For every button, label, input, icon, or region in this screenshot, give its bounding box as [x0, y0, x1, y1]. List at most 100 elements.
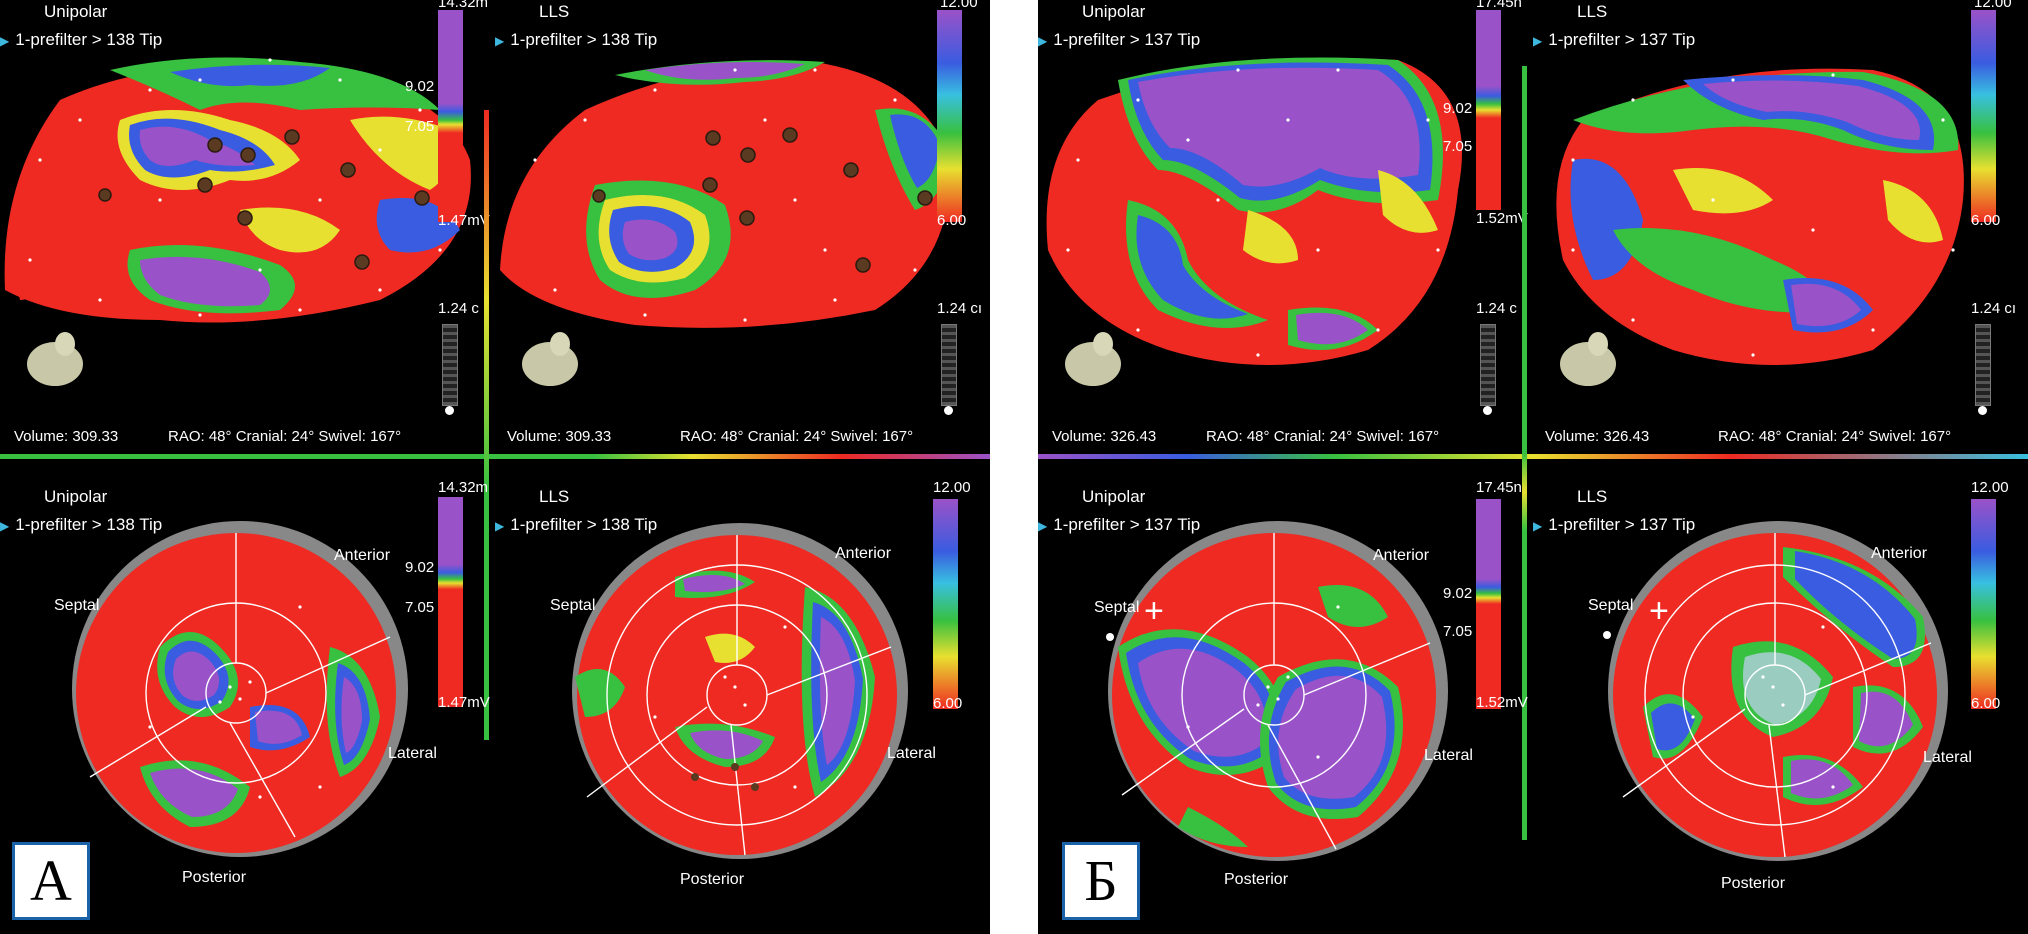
filter-label: ▶ 1-prefilter > 137 Tip: [1533, 515, 1695, 535]
filter-label: ▶ 1-prefilter > 138 Tip: [0, 515, 162, 535]
voltage-map-3d: [1046, 57, 1462, 365]
triangle-icon: ▶: [0, 519, 10, 533]
scale-upper-threshold: 9.02: [1443, 585, 1473, 602]
filter-text: 1-prefilter > 138 Tip: [510, 30, 658, 49]
triangle-icon: ▶: [1533, 34, 1543, 48]
lls-3d-view: LLS ▶ 1-prefilter > 137 Tip 12.00 6.00 1.…: [1533, 0, 2028, 467]
anterior-label: Anterior: [1871, 545, 1928, 562]
scale-min: 6.00: [937, 212, 967, 229]
filter-label: ▶ 1-prefilter > 138 Tip: [495, 30, 657, 50]
scale-upper-threshold: 9.02: [1443, 100, 1473, 117]
volume-readout: Volume: 309.33: [507, 428, 612, 445]
scale-min: 1.52mV: [1476, 694, 1528, 711]
panel-a: Unipolar ▶ 1-prefilter > 138 Tip 14.32m 9…: [0, 0, 990, 934]
mode-label: LLS: [539, 2, 570, 21]
lls-3d-view: LLS ▶ 1-prefilter > 138 Tip 12.00 6.00 1.…: [495, 0, 990, 467]
unipolar-bullseye-view: + Unipolar ▶ 1-prefilter > 137 Tip 17.45n…: [1038, 467, 1533, 934]
lls-color-scale: [937, 10, 962, 222]
mode-label: LLS: [1577, 487, 1608, 506]
lateral-label: Lateral: [1424, 747, 1473, 764]
zoom-slider[interactable]: [1975, 324, 1991, 406]
zoom-slider[interactable]: [1480, 324, 1496, 406]
lls-color-scale: [1971, 499, 1996, 709]
voltage-color-scale: [1476, 10, 1501, 210]
septal-label: Septal: [1588, 597, 1634, 614]
lls-map-3d: [500, 60, 951, 328]
posterior-label: Posterior: [680, 871, 745, 888]
voltage-color-scale: [438, 497, 463, 707]
lls-bullseye-view: LLS ▶ 1-prefilter > 138 Tip 12.00 6.00 An…: [495, 467, 990, 934]
filter-text: 1-prefilter > 137 Tip: [1053, 30, 1201, 49]
scale-min: 6.00: [1971, 212, 2001, 229]
triangle-icon: ▶: [1038, 519, 1048, 533]
zoom-slider[interactable]: [941, 324, 957, 406]
posterior-label: Posterior: [1224, 871, 1289, 888]
scale-min: 6.00: [1971, 695, 2001, 712]
scale-upper-threshold: 9.02: [405, 78, 435, 95]
crosshair-icon: +: [1144, 592, 1164, 630]
lls-bullseye-view: + LLS ▶ 1-prefilter > 137 Tip 12.00 6.00 …: [1533, 467, 2028, 934]
lateral-label: Lateral: [388, 745, 437, 762]
septal-label: Septal: [550, 597, 596, 614]
mode-label: LLS: [539, 487, 570, 506]
bullseye-map: +: [1603, 521, 1948, 861]
scale-max: 12.00: [933, 479, 971, 496]
lls-map-3d: [1556, 68, 1964, 366]
voltage-color-scale: [438, 10, 463, 222]
heart-orientation-icon: [1560, 332, 1616, 386]
scale-max: 12.00: [940, 0, 978, 11]
voltage-color-scale: [1476, 499, 1501, 709]
bullseye-map: [572, 523, 908, 859]
filter-text: 1-prefilter > 138 Tip: [15, 30, 163, 49]
unipolar-3d-view: Unipolar ▶ 1-prefilter > 138 Tip 14.32m 9…: [0, 0, 495, 467]
volume-readout: Volume: 309.33: [14, 428, 119, 445]
filter-text: 1-prefilter > 137 Tip: [1548, 515, 1696, 534]
lateral-label: Lateral: [1923, 749, 1972, 766]
panel-b: Unipolar ▶ 1-prefilter > 137 Tip 17.45n 9…: [1038, 0, 2028, 934]
unipolar-3d-view: Unipolar ▶ 1-prefilter > 137 Tip 17.45n 9…: [1038, 0, 1533, 467]
triangle-icon: ▶: [1533, 519, 1543, 533]
triangle-icon: ▶: [495, 34, 505, 48]
horizontal-divider: [1038, 454, 2028, 459]
scale-lower-threshold: 7.05: [1443, 138, 1473, 155]
heart-orientation-icon: [1065, 332, 1121, 386]
posterior-label: Posterior: [1721, 875, 1786, 892]
filter-label: ▶ 1-prefilter > 138 Tip: [495, 515, 657, 535]
lls-color-scale: [1971, 10, 1996, 222]
scale-max: 17.45n: [1476, 479, 1522, 496]
bullseye-map: [72, 521, 408, 857]
septal-label: Septal: [54, 597, 100, 614]
scale-max: 17.45n: [1476, 0, 1522, 11]
view-angles: RAO: 48° Cranial: 24° Swivel: 167°: [168, 428, 402, 445]
slider-knob[interactable]: [445, 406, 454, 415]
view-angles: RAO: 48° Cranial: 24° Swivel: 167°: [1718, 428, 1952, 445]
anterior-label: Anterior: [1373, 547, 1430, 564]
lls-color-scale: [933, 499, 958, 709]
mode-label: Unipolar: [44, 2, 108, 21]
filter-label: ▶ 1-prefilter > 137 Tip: [1533, 30, 1695, 50]
filter-label: ▶ 1-prefilter > 137 Tip: [1038, 30, 1200, 50]
scale-lower-threshold: 7.05: [1443, 623, 1473, 640]
triangle-icon: ▶: [0, 34, 10, 48]
scale-min: 1.47mV: [438, 694, 490, 711]
view-angles: RAO: 48° Cranial: 24° Swivel: 167°: [1206, 428, 1440, 445]
scale-max: 14.32m: [438, 0, 489, 11]
distance-readout: 1.24 c: [1476, 300, 1517, 317]
figure-label: А: [12, 842, 90, 920]
horizontal-divider: [0, 454, 990, 459]
lateral-label: Lateral: [887, 745, 936, 762]
posterior-label: Posterior: [182, 869, 247, 886]
slider-knob[interactable]: [1978, 406, 1987, 415]
scale-lower-threshold: 7.05: [405, 118, 435, 135]
scale-min: 1.52mV: [1476, 210, 1528, 227]
crosshair-icon: +: [1649, 592, 1669, 630]
heart-orientation-icon: [522, 332, 578, 386]
scale-max: 12.00: [1974, 0, 2012, 11]
zoom-slider[interactable]: [442, 324, 458, 406]
scale-upper-threshold: 9.02: [405, 559, 435, 576]
slider-knob[interactable]: [944, 406, 953, 415]
heart-orientation-icon: [27, 332, 83, 386]
slider-knob[interactable]: [1483, 406, 1492, 415]
scale-lower-threshold: 7.05: [405, 599, 435, 616]
vertical-divider: [1522, 66, 1527, 840]
